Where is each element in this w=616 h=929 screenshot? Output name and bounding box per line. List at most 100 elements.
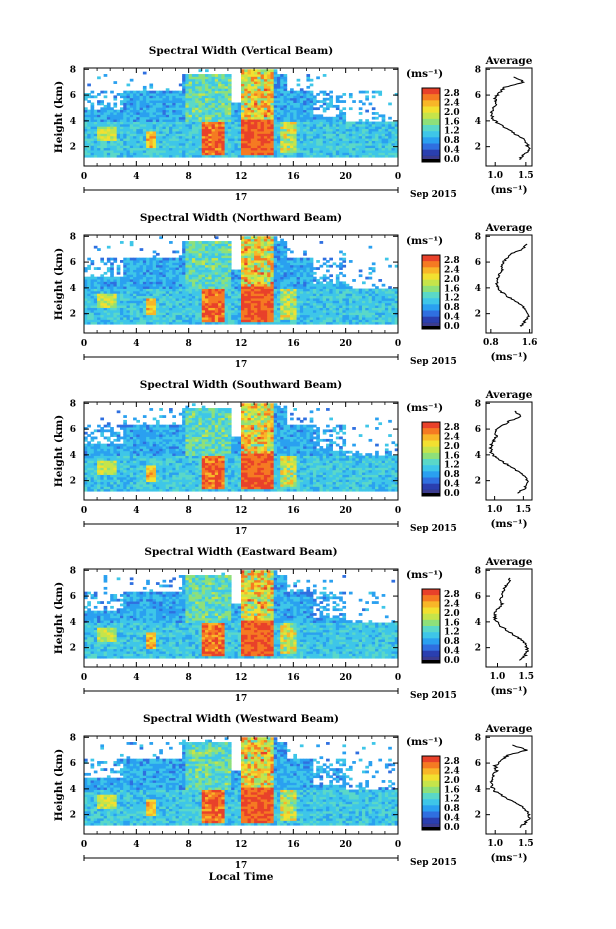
heatmap-cell: [100, 145, 105, 149]
heatmap-cell: [276, 133, 281, 137]
heatmap-cell: [169, 128, 173, 132]
heatmap-cell: [270, 145, 275, 149]
heatmap-cell: [123, 138, 127, 141]
heatmap-cell: [165, 119, 170, 122]
heatmap-cell: [126, 116, 131, 120]
heatmap-cell: [345, 154, 350, 158]
heatmap-cell: [198, 255, 203, 259]
heatmap-cell: [273, 252, 278, 256]
heatmap-cell: [270, 81, 275, 84]
heatmap-cell: [113, 154, 118, 158]
heatmap-cell: [159, 107, 163, 111]
heatmap-cell: [316, 76, 320, 80]
heatmap-cell: [214, 95, 219, 99]
heatmap-cell: [303, 102, 307, 106]
heatmap-cell: [178, 305, 183, 308]
heatmap-cell: [250, 83, 255, 87]
heatmap-cell: [133, 95, 137, 99]
heatmap-cell: [378, 126, 383, 130]
heatmap-cell: [93, 314, 98, 318]
heatmap-cell: [303, 131, 307, 134]
heatmap-cell: [312, 314, 317, 318]
heatmap-cell: [270, 269, 275, 273]
heatmap-cell: [103, 147, 108, 151]
heatmap-cell: [299, 305, 304, 308]
heatmap-cell: [191, 314, 196, 318]
heatmap-cell: [195, 133, 199, 137]
heatmap-cell: [211, 248, 216, 251]
heatmap-cell: [149, 300, 154, 304]
heatmap-cell: [263, 245, 268, 249]
heatmap-cell: [254, 274, 258, 278]
heatmap-cell: [273, 260, 278, 263]
heatmap-cell: [273, 133, 278, 137]
heatmap-cell: [276, 93, 281, 96]
heatmap-cell: [126, 102, 131, 106]
heatmap-cell: [290, 298, 294, 301]
heatmap-cell: [182, 83, 186, 87]
colorbar-tick-label: 2.0: [444, 108, 460, 118]
heatmap-cell: [250, 74, 255, 77]
heatmap-cell: [348, 150, 353, 153]
heatmap-cell: [155, 314, 160, 318]
heatmap-cell: [270, 279, 275, 282]
heatmap-cell: [123, 93, 127, 96]
heatmap-cell: [241, 135, 245, 139]
heatmap-cell: [358, 152, 363, 156]
heatmap-cell: [185, 298, 190, 301]
heatmap-cell: [276, 293, 281, 297]
heatmap-cell: [250, 281, 255, 285]
heatmap-cell: [237, 319, 242, 323]
heatmap-cell: [191, 90, 196, 94]
heatmap-cell: [110, 262, 114, 266]
heatmap-cell: [270, 121, 275, 125]
heatmap-cell: [296, 100, 301, 103]
heatmap-cell: [250, 300, 255, 304]
heatmap-cell: [227, 104, 232, 108]
heatmap-cell: [185, 302, 190, 306]
heatmap-cell: [178, 302, 183, 306]
heatmap-cell: [263, 78, 268, 82]
heatmap-cell: [260, 131, 265, 134]
heatmap-cell: [371, 154, 376, 158]
heatmap-cell: [355, 133, 360, 137]
heatmap-cell: [263, 307, 268, 311]
heatmap-cell: [133, 264, 137, 268]
heatmap-cell: [133, 104, 137, 108]
heatmap-cell: [218, 116, 222, 120]
heatmap-cell: [188, 262, 193, 266]
heatmap-cell: [273, 123, 278, 127]
heatmap-cell: [322, 100, 327, 103]
heatmap-cell: [247, 300, 252, 304]
heatmap-cell: [316, 135, 320, 139]
heatmap-cell: [290, 271, 294, 275]
heatmap-cell: [172, 290, 176, 294]
heatmap-cell: [224, 121, 229, 125]
heatmap-cell: [93, 154, 98, 158]
heatmap-cell: [293, 312, 297, 316]
heatmap-cell: [155, 142, 160, 146]
heatmap-cell: [267, 145, 271, 149]
heatmap-cell: [276, 76, 281, 80]
heatmap-cell: [208, 319, 212, 323]
heatmap-cell: [146, 317, 150, 320]
heatmap-cell: [224, 271, 229, 275]
heatmap-cell: [146, 152, 150, 156]
heatmap-cell: [250, 135, 255, 139]
heatmap-cell: [244, 279, 248, 282]
heatmap-cell: [159, 309, 163, 313]
heatmap-cell: [175, 288, 180, 292]
heatmap-cell: [178, 307, 183, 311]
heatmap-cell: [231, 293, 235, 297]
heatmap-cell: [146, 305, 150, 308]
heatmap-cell: [283, 114, 288, 118]
heatmap-cell: [149, 83, 154, 87]
heatmap-cell: [365, 140, 369, 144]
heatmap-cell: [113, 128, 118, 132]
heatmap-cell: [237, 123, 242, 127]
heatmap-cell: [309, 267, 314, 270]
heatmap-cell: [201, 138, 206, 141]
heatmap-cell: [293, 321, 297, 325]
heatmap-cell: [201, 81, 206, 84]
heatmap-cell: [169, 150, 173, 153]
